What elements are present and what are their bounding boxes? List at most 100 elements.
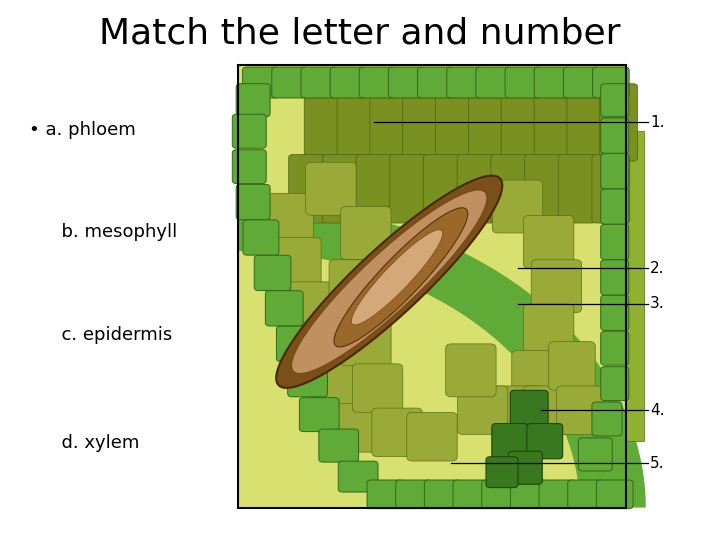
FancyBboxPatch shape xyxy=(501,84,539,161)
FancyBboxPatch shape xyxy=(492,386,543,434)
Polygon shape xyxy=(292,190,487,374)
FancyBboxPatch shape xyxy=(512,350,562,399)
FancyBboxPatch shape xyxy=(337,84,375,161)
FancyBboxPatch shape xyxy=(402,84,441,161)
FancyBboxPatch shape xyxy=(372,408,422,456)
FancyBboxPatch shape xyxy=(600,118,629,153)
FancyBboxPatch shape xyxy=(592,402,622,436)
FancyBboxPatch shape xyxy=(492,423,528,459)
FancyBboxPatch shape xyxy=(525,154,562,223)
FancyBboxPatch shape xyxy=(233,150,266,184)
FancyBboxPatch shape xyxy=(596,480,633,509)
FancyBboxPatch shape xyxy=(294,322,344,375)
FancyBboxPatch shape xyxy=(254,255,291,291)
FancyBboxPatch shape xyxy=(508,451,542,484)
FancyBboxPatch shape xyxy=(492,180,543,233)
FancyBboxPatch shape xyxy=(505,67,541,98)
FancyBboxPatch shape xyxy=(453,480,490,509)
FancyBboxPatch shape xyxy=(418,67,454,98)
Text: 3.: 3. xyxy=(650,296,665,312)
FancyBboxPatch shape xyxy=(319,429,359,462)
FancyBboxPatch shape xyxy=(567,84,605,161)
FancyBboxPatch shape xyxy=(423,154,462,223)
FancyBboxPatch shape xyxy=(233,114,266,148)
FancyBboxPatch shape xyxy=(396,480,432,509)
Bar xyxy=(238,65,626,508)
FancyBboxPatch shape xyxy=(329,404,379,452)
FancyBboxPatch shape xyxy=(243,67,279,98)
FancyBboxPatch shape xyxy=(600,224,629,260)
FancyBboxPatch shape xyxy=(263,193,313,246)
Text: d. xylem: d. xylem xyxy=(50,434,140,452)
FancyBboxPatch shape xyxy=(527,423,563,459)
FancyBboxPatch shape xyxy=(568,480,604,509)
Text: c. epidermis: c. epidermis xyxy=(50,326,173,344)
FancyBboxPatch shape xyxy=(600,189,629,224)
FancyBboxPatch shape xyxy=(341,207,391,260)
FancyBboxPatch shape xyxy=(563,67,600,98)
FancyBboxPatch shape xyxy=(271,67,308,98)
FancyBboxPatch shape xyxy=(600,295,629,330)
FancyBboxPatch shape xyxy=(310,364,360,413)
FancyBboxPatch shape xyxy=(407,413,457,461)
FancyBboxPatch shape xyxy=(300,397,339,431)
Bar xyxy=(238,65,626,508)
FancyBboxPatch shape xyxy=(330,67,366,98)
Bar xyxy=(626,131,644,441)
FancyBboxPatch shape xyxy=(388,67,425,98)
FancyBboxPatch shape xyxy=(600,84,629,117)
FancyBboxPatch shape xyxy=(243,220,279,255)
FancyBboxPatch shape xyxy=(600,84,637,161)
FancyBboxPatch shape xyxy=(486,457,518,488)
FancyBboxPatch shape xyxy=(370,84,408,161)
FancyBboxPatch shape xyxy=(600,367,629,401)
FancyBboxPatch shape xyxy=(276,326,315,361)
FancyBboxPatch shape xyxy=(338,461,378,492)
FancyBboxPatch shape xyxy=(482,480,518,509)
FancyBboxPatch shape xyxy=(288,362,328,397)
FancyBboxPatch shape xyxy=(301,67,338,98)
FancyBboxPatch shape xyxy=(446,344,496,397)
FancyBboxPatch shape xyxy=(578,438,612,471)
FancyBboxPatch shape xyxy=(282,282,333,335)
FancyBboxPatch shape xyxy=(523,386,574,434)
FancyBboxPatch shape xyxy=(271,238,321,291)
FancyBboxPatch shape xyxy=(236,185,270,220)
FancyBboxPatch shape xyxy=(266,291,303,326)
FancyBboxPatch shape xyxy=(510,390,548,430)
FancyBboxPatch shape xyxy=(476,67,513,98)
FancyBboxPatch shape xyxy=(557,386,603,434)
FancyBboxPatch shape xyxy=(534,67,571,98)
FancyBboxPatch shape xyxy=(289,154,326,223)
FancyBboxPatch shape xyxy=(469,84,506,161)
FancyBboxPatch shape xyxy=(531,260,582,313)
FancyBboxPatch shape xyxy=(510,480,547,509)
FancyBboxPatch shape xyxy=(424,480,461,509)
Polygon shape xyxy=(276,176,503,388)
FancyBboxPatch shape xyxy=(593,67,629,98)
FancyBboxPatch shape xyxy=(539,480,576,509)
FancyBboxPatch shape xyxy=(534,84,572,161)
FancyBboxPatch shape xyxy=(600,260,629,295)
Polygon shape xyxy=(238,201,646,508)
FancyBboxPatch shape xyxy=(523,215,574,268)
FancyBboxPatch shape xyxy=(457,386,508,434)
Text: 1.: 1. xyxy=(650,115,665,130)
FancyBboxPatch shape xyxy=(305,84,342,161)
Polygon shape xyxy=(351,230,443,325)
FancyBboxPatch shape xyxy=(341,313,391,366)
FancyBboxPatch shape xyxy=(323,154,360,223)
FancyBboxPatch shape xyxy=(523,304,574,357)
FancyBboxPatch shape xyxy=(352,364,402,413)
FancyBboxPatch shape xyxy=(306,163,356,215)
Text: 5.: 5. xyxy=(650,456,665,471)
Polygon shape xyxy=(334,208,468,347)
FancyBboxPatch shape xyxy=(236,84,270,117)
FancyBboxPatch shape xyxy=(491,154,528,223)
FancyBboxPatch shape xyxy=(592,154,630,223)
Text: 4.: 4. xyxy=(650,403,665,417)
FancyBboxPatch shape xyxy=(558,154,596,223)
FancyBboxPatch shape xyxy=(549,342,595,390)
FancyBboxPatch shape xyxy=(367,480,404,509)
FancyBboxPatch shape xyxy=(446,67,483,98)
